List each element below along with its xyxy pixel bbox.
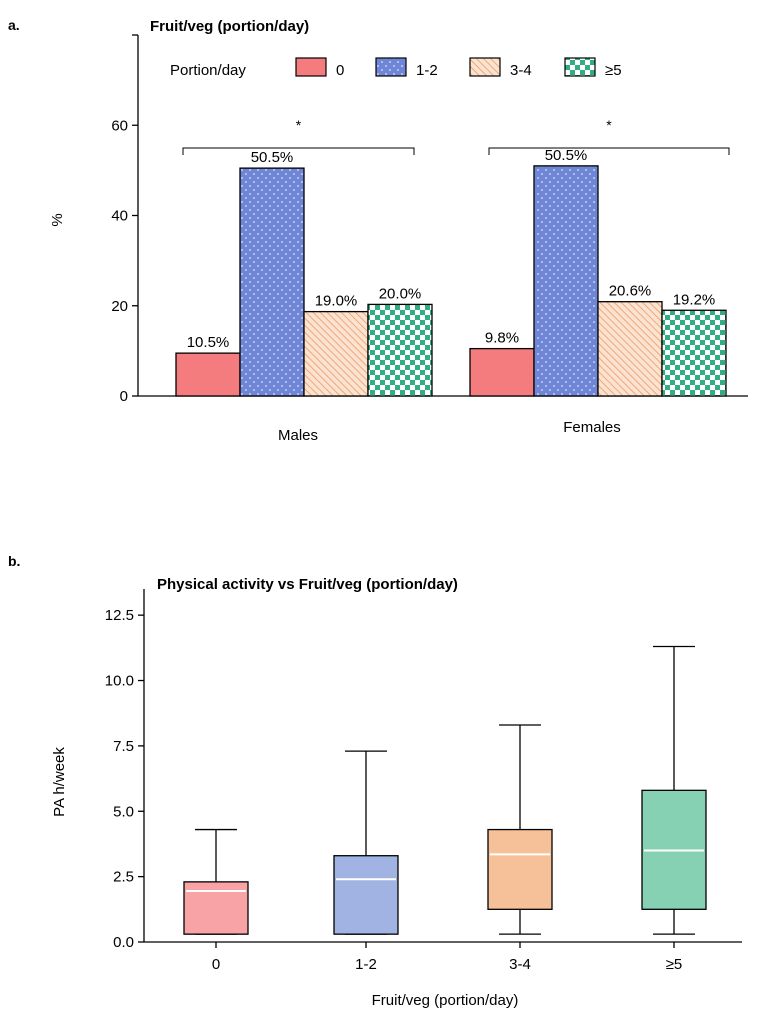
y-tick-label-a: 60 (111, 117, 128, 134)
x-tick-label-a: Males (278, 427, 318, 444)
bar (597, 301, 663, 397)
legend-swatch (295, 57, 327, 77)
y-axis-label-a: % (49, 213, 66, 226)
y-tick-label-a: 0 (120, 388, 128, 405)
bar (367, 303, 433, 397)
data-label: 19.0% (315, 293, 358, 310)
y-tick-label-b: 5.0 (113, 803, 134, 820)
bar (469, 347, 535, 397)
legend-title: Portion/day (170, 62, 246, 79)
data-label: 10.5% (187, 334, 230, 351)
x-tick-label-b: 3-4 (509, 956, 531, 973)
x-tick-label-b: 0 (212, 956, 220, 973)
box-plot-b: 0.0 2.5 5.0 7.5 10.0 12.5 0 1-2 3-4 ≥5 (105, 589, 742, 973)
bar (239, 167, 305, 397)
bar (533, 165, 599, 397)
y-tick-label-b: 2.5 (113, 869, 134, 886)
bar-chart-a: 0 20 40 60 Males 10.5% 50.5% 19.0% 20.0% Females 9… (111, 34, 748, 444)
y-tick-label-a: 20 (111, 298, 128, 315)
legend-item-label: ≥5 (605, 62, 622, 79)
data-label: 50.5% (251, 149, 294, 166)
significance-bracket (488, 147, 730, 155)
chart-title-b: Physical activity vs Fruit/veg (portion/… (157, 576, 458, 593)
box (183, 881, 249, 935)
box (487, 828, 553, 910)
y-tick-label-b: 10.0 (105, 673, 134, 690)
data-label: 9.8% (485, 330, 519, 347)
data-label: 20.0% (379, 285, 422, 302)
legend-swatch (564, 57, 596, 77)
bar (303, 310, 369, 397)
legend-swatch (469, 57, 501, 77)
data-label: 50.5% (545, 147, 588, 164)
y-tick-label-b: 0.0 (113, 934, 134, 951)
box (333, 855, 399, 935)
data-label: 20.6% (609, 283, 652, 300)
data-label: 19.2% (673, 291, 716, 308)
panel-label-b: b. (8, 553, 20, 569)
x-axis-label-b: Fruit/veg (portion/day) (372, 992, 519, 1009)
legend-item-label: 0 (336, 62, 344, 79)
panel-label-a: a. (8, 17, 20, 33)
bar (175, 352, 241, 397)
y-axis-label-b: PA h/week (51, 747, 68, 817)
y-tick-label-b: 7.5 (113, 738, 134, 755)
significance-bracket (182, 147, 415, 155)
legend-item-label: 3-4 (510, 62, 532, 79)
legend-swatch (375, 57, 407, 77)
significance-marker: * (296, 117, 302, 133)
x-tick-label-a: Females (563, 419, 621, 436)
significance-marker: * (606, 117, 612, 133)
y-tick-label-a: 40 (111, 208, 128, 225)
legend-item-label: 1-2 (416, 62, 438, 79)
chart-title-a: Fruit/veg (portion/day) (150, 18, 309, 35)
x-tick-label-b: ≥5 (666, 956, 683, 973)
bar (661, 309, 727, 397)
y-tick-label-b: 12.5 (105, 607, 134, 624)
x-tick-label-b: 1-2 (355, 956, 377, 973)
